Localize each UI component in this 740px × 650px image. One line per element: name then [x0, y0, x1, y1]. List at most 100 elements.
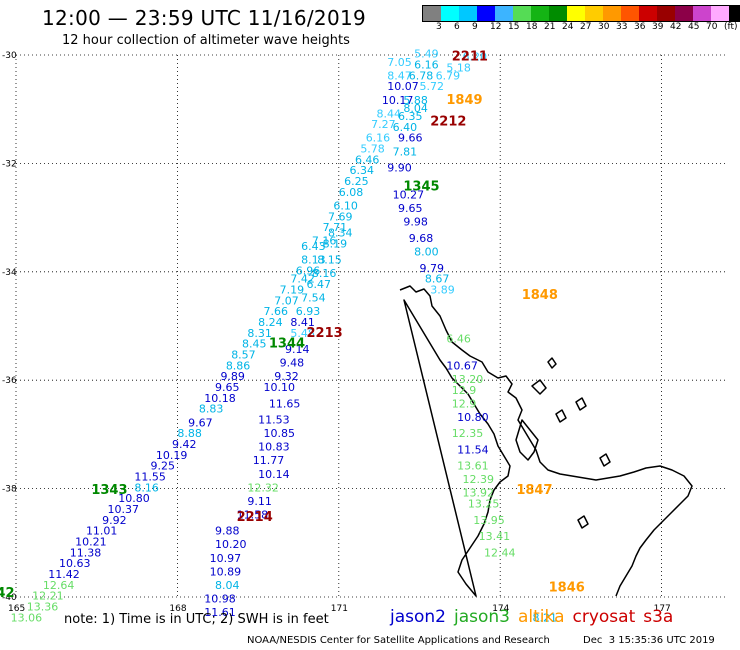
wave-height-value: 13.36 [27, 601, 59, 614]
wave-height-value: 11.55 [134, 470, 166, 483]
pass-time-label: 1342 [0, 586, 15, 601]
colorbar-label: 6 [454, 22, 460, 32]
wave-height-value: 7.71 [323, 221, 348, 234]
wave-height-value: 8.19 [323, 237, 348, 250]
wave-height-value: 9.65 [215, 381, 240, 394]
pass-time-label: 1848 [522, 288, 558, 303]
wave-height-value: 8.86 [226, 359, 251, 372]
pass-time-label: 2214 [237, 510, 273, 525]
wave-height-value: 8.45 [242, 338, 267, 351]
wave-height-value: 9.65 [398, 202, 423, 215]
wave-height-value: 9.14 [285, 343, 310, 356]
latitude-tick-label: -32 [2, 159, 17, 169]
wave-height-value: 11.01 [86, 525, 118, 538]
wave-height-value: 10.80 [118, 492, 150, 505]
map-subtitle: 12 hour collection of altimeter wave hei… [62, 33, 350, 48]
colorbar-label: 21 [544, 22, 556, 32]
wave-height-value: 8.04 [403, 102, 428, 115]
wave-height-value: 6.25 [344, 175, 369, 188]
wave-height-value: 13.20 [452, 373, 484, 386]
wave-height-value: 10.18 [204, 392, 236, 405]
colorbar-swatch [513, 6, 531, 21]
wave-height-value: 10.14 [258, 468, 290, 481]
wave-height-value: 9.92 [102, 514, 127, 527]
wave-height-value: 6.93 [296, 305, 321, 318]
colorbar-swatch [459, 6, 477, 21]
wave-height-value: 5.48 [290, 327, 315, 340]
wave-height-value: 9.79 [420, 262, 445, 275]
wave-height-value: 9.48 [280, 357, 305, 370]
pass-time-label: 2213 [307, 326, 343, 341]
wave-height-value: 9.88 [215, 525, 240, 538]
wave-height-value: 10.10 [263, 381, 295, 394]
colorbar-swatch [549, 6, 567, 21]
pass-time-label: 1847 [516, 483, 552, 498]
longitude-tick-label: 177 [654, 604, 671, 614]
wave-height-value: 11.53 [258, 414, 290, 427]
latitude-tick-label: -36 [2, 376, 17, 386]
wave-height-value: 7.54 [301, 292, 326, 305]
wave-height-colorbar [422, 5, 740, 22]
wave-height-value: 12.39 [463, 473, 495, 486]
wave-height-value: 6.10 [333, 199, 358, 212]
longitude-tick-label: 174 [492, 604, 509, 614]
colorbar-label: 24 [562, 22, 574, 32]
wave-height-value: 8.16 [312, 267, 337, 280]
lat-lon-grid: 165 168 171 174 177 -30 -32 -34 -36 -38 -40 [2, 51, 727, 614]
wave-height-value: 7.16 [312, 235, 337, 248]
pass-time-label: 2212 [430, 114, 466, 129]
colorbar-label: 3 [436, 22, 442, 32]
colorbar-label: 12 [490, 22, 502, 32]
wave-height-value: 13.95 [473, 514, 505, 527]
wave-height-value: 6.35 [398, 110, 423, 123]
wave-height-value: 6.34 [350, 164, 375, 177]
wave-height-value: 7.05 [387, 56, 412, 69]
legend-cryosat: cryosat [572, 607, 636, 627]
wave-height-value: 10.83 [258, 441, 290, 454]
colorbar-swatch [711, 6, 729, 21]
wave-height-value: 10.21 [75, 536, 107, 549]
wave-height-value: 6.16 [366, 132, 391, 145]
wave-height-value: 8.31 [247, 327, 272, 340]
longitude-tick-label: 165 [8, 604, 25, 614]
colorbar-swatch [639, 6, 657, 21]
wave-height-value: 10.98 [204, 592, 236, 605]
wave-height-value: 8.04 [215, 579, 240, 592]
latitude-tick-label: -30 [2, 51, 17, 61]
wave-height-value: 6.16 [414, 59, 439, 72]
colorbar-label: 18 [526, 22, 538, 32]
colorbar-swatch [531, 6, 549, 21]
pass-time-label: 1846 [549, 581, 585, 596]
colorbar-label: 30 [598, 22, 610, 32]
wave-height-value: 10.17 [382, 94, 414, 107]
wave-height-value: 10.27 [393, 189, 425, 202]
wave-height-value: 8.24 [258, 316, 283, 329]
legend-s3a: s3a [643, 607, 674, 627]
wave-height-value: 8.88 [177, 427, 202, 440]
colorbar-swatch [441, 6, 459, 21]
colorbar-label: 45 [688, 22, 700, 32]
colorbar-labels: 3 6 9 12 15 18 21 24 27 30 33 36 39 42 45 70 (ft) [422, 22, 740, 34]
wave-height-value: 6.46 [355, 153, 380, 166]
colorbar-label: 27 [580, 22, 592, 32]
wave-height-value: 5.18 [446, 61, 471, 74]
colorbar-swatch [603, 6, 621, 21]
wave-height-value: 8.00 [414, 246, 439, 259]
wave-height-value: 6.96 [296, 265, 321, 278]
latitude-tick-label: -34 [2, 268, 17, 278]
colorbar-label: 39 [652, 22, 664, 32]
legend-altika: altika [518, 607, 565, 627]
northland-coastline [399, 285, 693, 597]
colorbar-swatch [729, 6, 740, 21]
wave-height-value: 12.9 [452, 397, 477, 410]
wave-height-value: 9.98 [403, 216, 428, 229]
wave-height-value: 9.32 [274, 370, 299, 383]
wave-height-value: 8.57 [231, 349, 256, 362]
pass-time-label: 2211 [452, 49, 488, 64]
wave-height-value: 7.07 [274, 294, 299, 307]
wave-height-value: 12.44 [484, 546, 516, 559]
bay-of-plenty-islands [577, 453, 611, 529]
colorbar-swatch [675, 6, 693, 21]
wave-height-value: 3.89 [430, 283, 455, 296]
